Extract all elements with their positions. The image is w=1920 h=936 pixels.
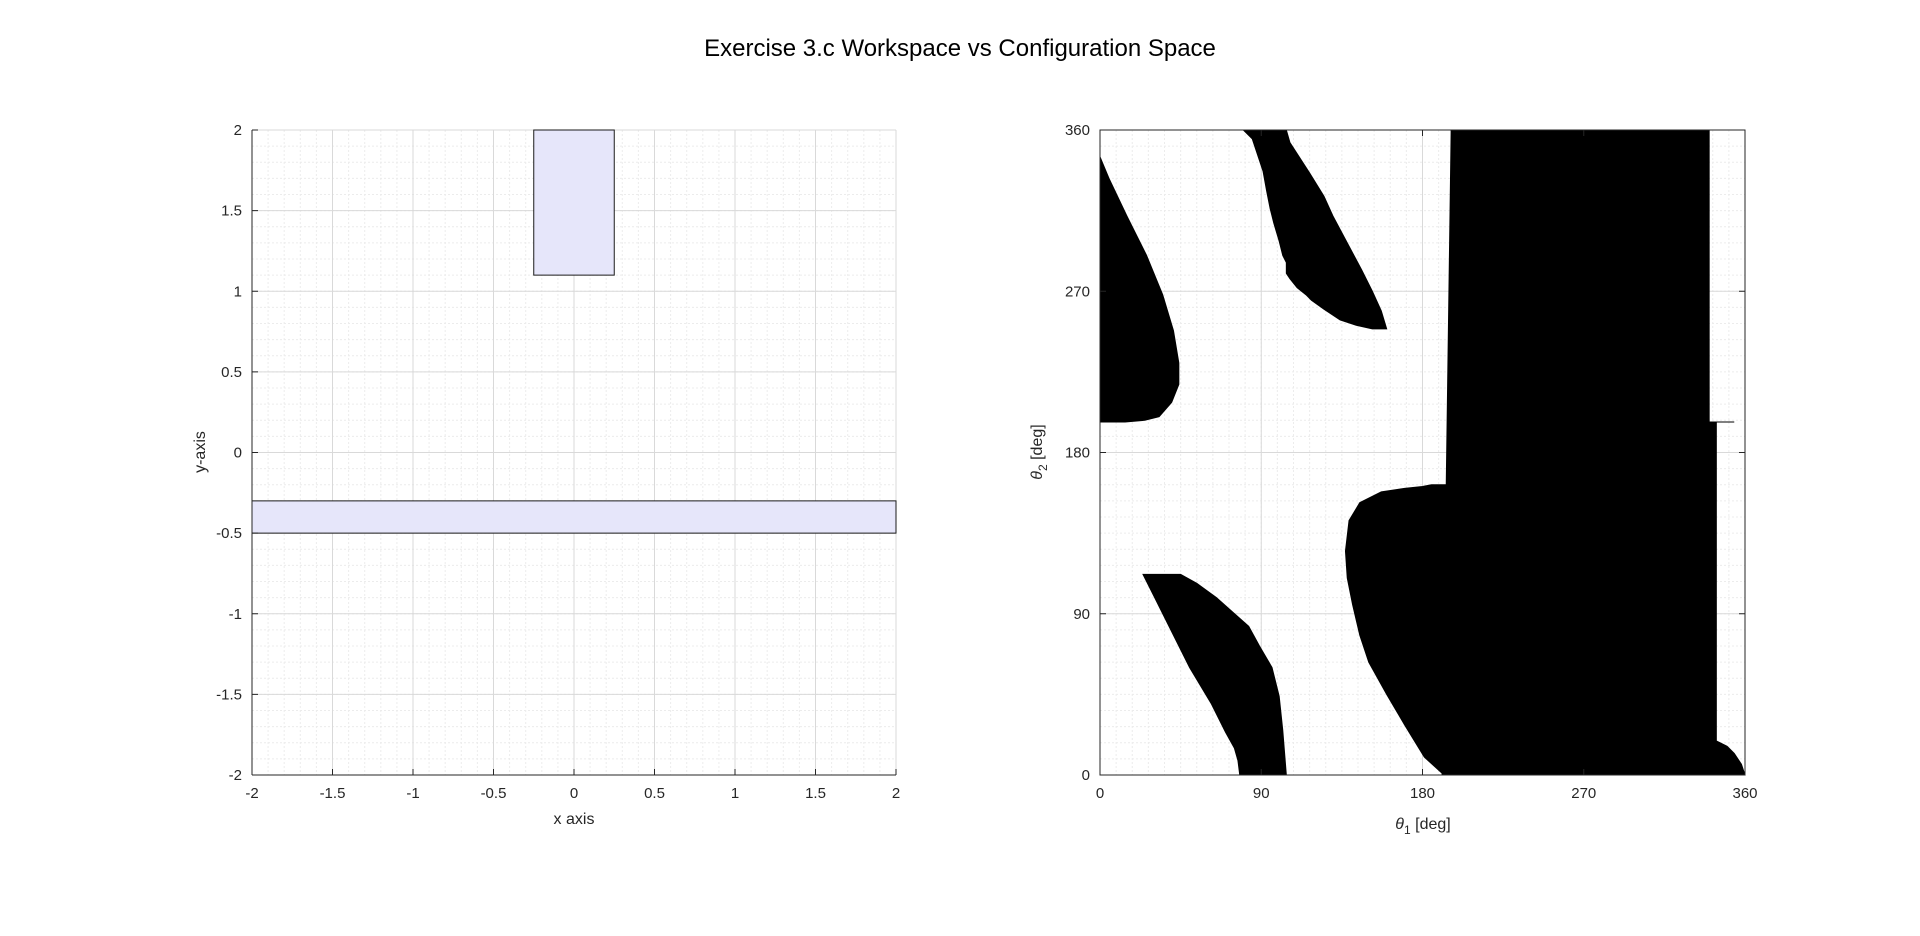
cs-x-tick-label: 270 [1571, 785, 1596, 802]
cs-x-tick-label: 0 [1096, 785, 1104, 802]
cspace-x-ticks: 0 90 180 270 360 [1096, 130, 1758, 802]
cs-y-tick-label: 90 [1073, 606, 1090, 623]
ws-y-tick-label: -0.5 [216, 525, 242, 542]
ws-x-tick-label: -0.5 [481, 785, 507, 802]
ws-y-tick-label: 0.5 [221, 364, 242, 381]
figure-title: Exercise 3.c Workspace vs Configuration … [704, 35, 1216, 62]
cspace-y-label: θ2 [deg] [1029, 424, 1050, 479]
cs-y-tick-label: 0 [1082, 767, 1090, 784]
workspace-axes: -2 -1.5 -1 -0.5 0 0.5 1 1.5 2 -2 -1.5 -1 -0.5 0 0.5 1 1… [192, 122, 900, 828]
ws-y-tick-label: -1.5 [216, 686, 242, 703]
cspace-axes: 0 90 180 270 360 0 90 180 270 360 θ1 [deg] θ2 [d… [1029, 122, 1758, 837]
cspace-x-label: θ1 [deg] [1395, 816, 1450, 837]
workspace-x-label: x axis [554, 811, 595, 828]
ws-y-tick-label: -2 [229, 767, 242, 784]
ws-y-tick-label: 1 [234, 283, 242, 300]
cs-y-tick-label: 180 [1065, 445, 1090, 462]
ws-x-tick-label: 2 [892, 785, 900, 802]
workspace-y-ticks: -2 -1.5 -1 -0.5 0 0.5 1 1.5 2 [216, 122, 258, 784]
ws-x-tick-label: -1.5 [320, 785, 346, 802]
cs-y-tick-label: 270 [1065, 283, 1090, 300]
cspace-axis-lines [1099, 129, 1746, 776]
cs-x-tick-label: 180 [1410, 785, 1435, 802]
ws-x-tick-label: 0 [570, 785, 578, 802]
ws-y-tick-label: -1 [229, 606, 242, 623]
cs-axes-box [1099, 129, 1746, 776]
ws-x-tick-label: -2 [245, 785, 258, 802]
ws-x-tick-label: 0.5 [644, 785, 665, 802]
workspace-obstacles [251, 129, 897, 534]
ws-x-tick-label: 1 [731, 785, 739, 802]
workspace-obstacle-1 [533, 129, 615, 276]
cs-x-tick-label: 90 [1253, 785, 1270, 802]
cspace-collision-region-3 [1344, 484, 1458, 776]
cspace-collision-region-2 [1239, 129, 1388, 330]
workspace-y-label: y-axis [192, 431, 209, 473]
workspace-x-ticks: -2 -1.5 -1 -0.5 0 0.5 1 1.5 2 [245, 769, 900, 802]
ws-x-tick-label: -1 [406, 785, 419, 802]
workspace-grid [251, 129, 897, 776]
cspace-collision-regions [1099, 129, 1746, 776]
cspace-collision-region-5 [1441, 129, 1746, 776]
cspace-collision-region-1 [1099, 156, 1180, 423]
cs-y-tick-label: 360 [1065, 122, 1090, 139]
ws-y-tick-label: 2 [234, 122, 242, 139]
ws-y-tick-label: 1.5 [221, 203, 242, 220]
cs-x-tick-label: 360 [1732, 785, 1757, 802]
ws-x-tick-label: 1.5 [805, 785, 826, 802]
ws-y-tick-label: 0 [234, 445, 242, 462]
workspace-obstacle-2 [251, 500, 897, 534]
